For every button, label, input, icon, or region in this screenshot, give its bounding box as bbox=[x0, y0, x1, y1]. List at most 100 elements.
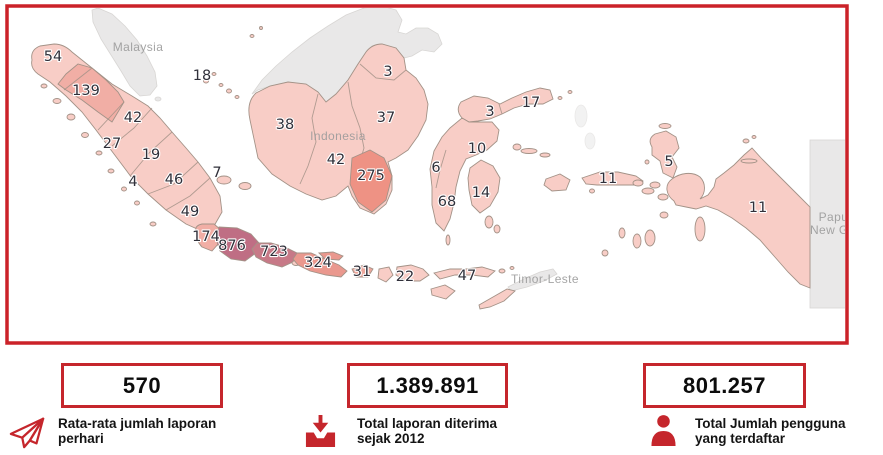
island-shape[interactable] bbox=[234, 95, 240, 99]
province-border-line bbox=[147, 161, 199, 195]
province-shape[interactable] bbox=[57, 63, 125, 123]
province-value-label: 11 bbox=[599, 171, 617, 187]
island-shape[interactable] bbox=[40, 83, 48, 89]
province-shape[interactable] bbox=[377, 266, 394, 283]
province-shape[interactable] bbox=[649, 130, 680, 179]
island-shape[interactable] bbox=[644, 229, 656, 247]
province-value-label: 17 bbox=[522, 95, 540, 111]
province-value-label: 47 bbox=[458, 268, 476, 284]
province-value-label: 31 bbox=[353, 264, 371, 280]
island-shape[interactable] bbox=[512, 143, 522, 151]
island-shape[interactable] bbox=[694, 216, 706, 242]
province-shape[interactable] bbox=[317, 251, 344, 261]
island-shape[interactable] bbox=[644, 159, 650, 165]
stat-box-daily-average: 570 bbox=[61, 363, 223, 408]
neighbor-country-shape bbox=[154, 96, 162, 102]
island-shape[interactable] bbox=[751, 135, 757, 139]
island-shape[interactable] bbox=[659, 211, 669, 219]
island-shape[interactable] bbox=[149, 221, 157, 227]
province-shape[interactable] bbox=[292, 252, 348, 278]
country-name-label: Indonesia bbox=[310, 129, 366, 143]
island-shape[interactable] bbox=[657, 193, 669, 201]
island-shape[interactable] bbox=[618, 227, 626, 239]
province-shape[interactable] bbox=[429, 117, 500, 232]
island-shape[interactable] bbox=[567, 90, 573, 94]
island-shape[interactable] bbox=[249, 34, 255, 38]
island-shape[interactable] bbox=[649, 181, 661, 189]
province-border-line bbox=[97, 101, 125, 131]
island-shape[interactable] bbox=[742, 138, 750, 144]
island-shape[interactable] bbox=[259, 26, 263, 30]
island-shape[interactable] bbox=[557, 96, 563, 100]
island-shape[interactable] bbox=[539, 152, 551, 158]
island-shape[interactable] bbox=[493, 224, 501, 234]
map-border-frame bbox=[5, 4, 849, 345]
island-shape[interactable] bbox=[509, 266, 515, 270]
province-shape[interactable] bbox=[543, 173, 571, 192]
island-shape[interactable] bbox=[211, 72, 217, 76]
island-shape[interactable] bbox=[66, 113, 76, 121]
province-shape[interactable] bbox=[395, 264, 430, 282]
island-shape[interactable] bbox=[740, 158, 758, 164]
province-value-label: 38 bbox=[276, 117, 294, 133]
province-shape[interactable] bbox=[238, 182, 252, 190]
neighbor-country-shape bbox=[91, 8, 158, 97]
island-shape[interactable] bbox=[589, 188, 595, 194]
island-shape[interactable] bbox=[445, 234, 451, 246]
province-shape[interactable] bbox=[251, 242, 298, 268]
province-value-label: 37 bbox=[377, 110, 395, 126]
province-value-label: 14 bbox=[472, 185, 490, 201]
province-shape[interactable] bbox=[666, 147, 811, 289]
province-border-line bbox=[359, 63, 407, 81]
island-shape[interactable] bbox=[81, 132, 89, 138]
province-border-line bbox=[111, 107, 153, 147]
province-shape[interactable] bbox=[457, 87, 554, 123]
island-shape[interactable] bbox=[632, 233, 642, 249]
province-value-label: 19 bbox=[142, 147, 160, 163]
province-value-label: 54 bbox=[44, 49, 62, 65]
province-shape[interactable] bbox=[216, 175, 232, 185]
island-shape[interactable] bbox=[95, 150, 103, 156]
island-shape[interactable] bbox=[226, 88, 232, 94]
province-shape[interactable] bbox=[467, 159, 501, 214]
island-shape[interactable] bbox=[641, 187, 655, 195]
island-shape[interactable] bbox=[658, 123, 672, 129]
neighbor-country-shape bbox=[584, 132, 596, 150]
province-shape[interactable] bbox=[349, 149, 393, 213]
island-shape[interactable] bbox=[498, 268, 506, 274]
indonesia-choropleth-map[interactable]: Malaysia Indonesia Timor-Leste Papua New Gui… bbox=[0, 0, 883, 350]
province-value-label: 49 bbox=[181, 204, 199, 220]
island-shape[interactable] bbox=[218, 83, 224, 87]
province-value-label: 174 bbox=[192, 229, 220, 245]
province-shape[interactable] bbox=[215, 226, 260, 262]
neighbor-country-shape bbox=[574, 104, 588, 128]
island-shape[interactable] bbox=[107, 168, 115, 174]
province-value-label: 139 bbox=[72, 83, 100, 99]
province-shape[interactable] bbox=[430, 284, 456, 300]
province-value-label: 3 bbox=[383, 64, 392, 80]
island-shape[interactable] bbox=[520, 148, 538, 154]
province-value-label: 3 bbox=[485, 104, 494, 120]
province-border-line bbox=[498, 103, 503, 115]
island-shape[interactable] bbox=[484, 215, 494, 229]
neighbor-country-shape bbox=[507, 268, 558, 292]
country-name-label: Timor-Leste bbox=[511, 272, 579, 286]
island-shape[interactable] bbox=[601, 249, 609, 257]
province-shape[interactable] bbox=[351, 264, 374, 278]
person-icon bbox=[650, 414, 677, 453]
province-value-label: 876 bbox=[218, 238, 246, 254]
country-name-label: New Guinea bbox=[810, 223, 880, 237]
island-shape[interactable] bbox=[134, 200, 140, 206]
province-value-label: 10 bbox=[468, 141, 486, 157]
island-shape[interactable] bbox=[52, 98, 62, 104]
province-shape[interactable] bbox=[433, 266, 496, 280]
stat-caption-total-reports: Total laporan diterima sejak 2012 bbox=[304, 414, 497, 454]
inbox-icon bbox=[304, 414, 337, 454]
island-shape[interactable] bbox=[203, 78, 209, 84]
province-border-line bbox=[63, 67, 93, 91]
province-shape[interactable] bbox=[478, 288, 516, 310]
province-value-label: 723 bbox=[260, 244, 288, 260]
stat-caption-text: Total Jumlah pengguna yang terdaftar bbox=[695, 416, 846, 446]
island-shape[interactable] bbox=[632, 179, 644, 187]
island-shape[interactable] bbox=[121, 186, 127, 192]
